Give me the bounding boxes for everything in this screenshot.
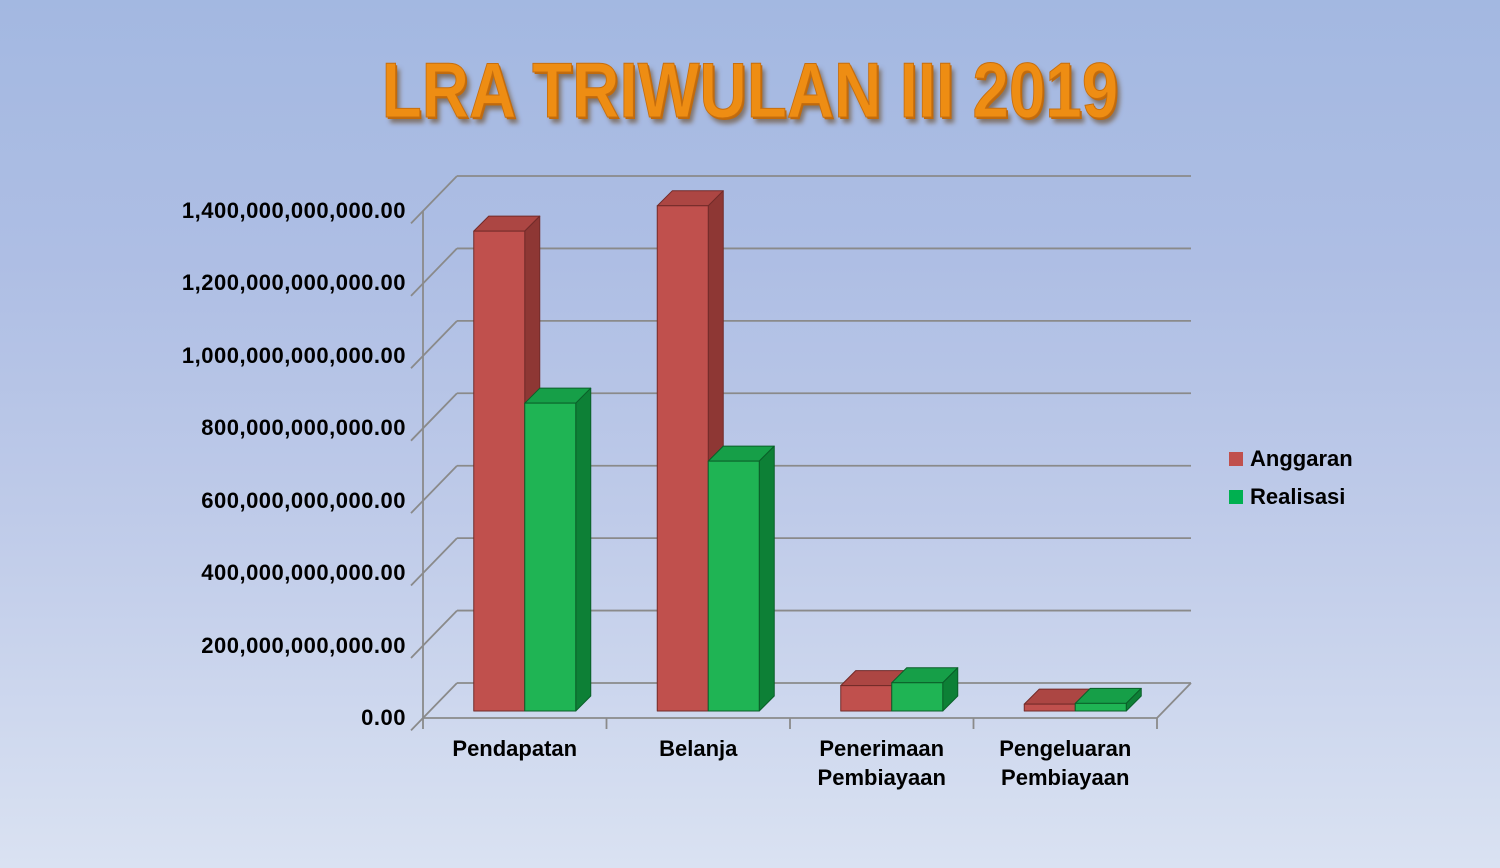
category-label-line: Belanja [659,736,738,761]
y-axis-tick-label: 200,000,000,000.00 [201,632,406,658]
gridline-depth [410,392,458,442]
category-label-penerimaan-pembiayaan: Penerimaan Pembiayaan [762,734,1002,792]
y-axis-tick-label: 1,000,000,000,000.00 [181,342,406,368]
legend-label: Realisasi [1250,484,1346,509]
category-label-belanja: Belanja [578,734,818,763]
axes-group [422,211,1192,729]
realisasi-swatch-icon [1229,490,1243,504]
legend-label: Anggaran [1250,446,1353,471]
gridline-depth [410,320,458,369]
bar-face [1074,702,1127,712]
category-label-line: Pengeluaran [999,736,1132,761]
category-label-line: Pembiayaan [817,765,946,790]
gridline-depth [410,247,458,297]
floor-right-edge [1156,682,1192,719]
bar-face [758,445,775,712]
y-axis-tick-label: 0.00 [361,705,406,730]
category-label-pendapatan: Pendapatan [395,734,635,763]
category-label-line: Pembiayaan [1001,765,1130,790]
bar-face [891,682,944,712]
category-label-pengeluaran-pembiayaan: Pengeluaran Pembiayaan [945,734,1185,792]
bar-anggaran-penerimaan-pembiayaan [840,670,908,712]
y-axis-tick-label: 1,400,000,000,000.00 [181,198,406,223]
bar-realisasi-belanja [707,445,775,712]
category-label-line: Pendapatan [452,736,578,761]
gridline-depth [410,175,458,225]
bar-realisasi-pendapatan [524,387,592,712]
bar-face [575,387,592,712]
bar-face [473,230,526,712]
bar-face [840,685,893,712]
bar-face [1023,703,1076,712]
category-label-line: Penerimaan [819,736,945,761]
chart-title: LRA TRIWULAN III 2019 [381,46,1119,135]
bar-realisasi-pengeluaran-pembiayaan [1074,687,1142,712]
gridline-depth [410,465,458,514]
y-axis-tick-label: 800,000,000,000.00 [201,415,406,441]
gridline-depth [410,682,458,732]
bar-face [656,205,709,712]
gridline-depth [410,537,458,587]
legend-item-realisasi: Realisasi [1229,482,1353,512]
bar-face [707,460,760,712]
bar-face [524,402,577,712]
legend: Anggaran Realisasi [1229,444,1353,512]
y-axis-tick-label: 600,000,000,000.00 [201,487,406,513]
y-axis-tick-label: 1,200,000,000,000.00 [181,270,406,296]
anggaran-swatch-icon [1229,452,1243,466]
bar-realisasi-penerimaan-pembiayaan [891,667,959,712]
gridline-depth [410,609,458,659]
legend-item-anggaran: Anggaran [1229,444,1353,474]
y-axis-tick-label: 400,000,000,000.00 [201,560,406,586]
